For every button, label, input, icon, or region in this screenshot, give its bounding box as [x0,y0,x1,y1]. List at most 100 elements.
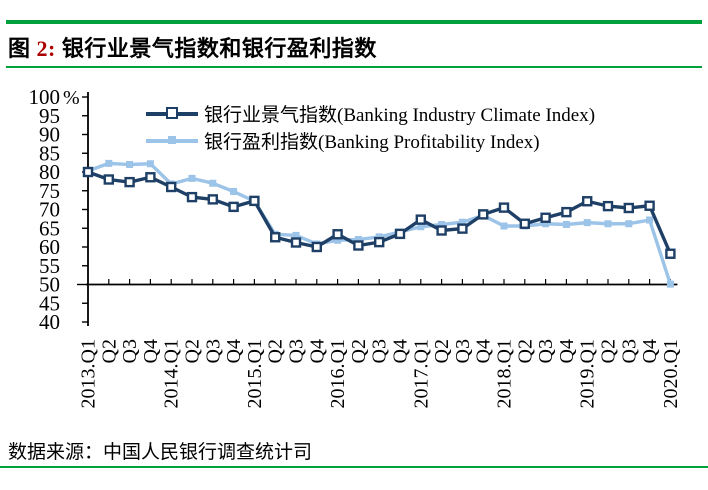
y-tick-label: 60 [39,235,60,259]
x-tick-label: 2017.Q1 [410,339,432,408]
climate-marker-icon [166,106,178,119]
profitability-marker [230,188,238,195]
x-tick-label: Q2 [265,339,287,363]
climate-marker [582,196,593,207]
x-tick-label: Q3 [535,339,557,363]
profitability-line-sample-icon [146,131,198,151]
climate-marker [103,174,115,185]
climate-line-sample-icon [146,104,198,124]
x-tick-label: Q2 [431,339,453,363]
climate-marker [415,214,426,225]
figure-title-number: 2: [36,36,56,61]
legend-label-profitability: 银行盈利指数(Banking Profitability Index) [204,132,540,153]
y-tick-label: 80 [39,160,60,184]
climate-marker [540,212,551,223]
climate-marker [457,223,468,234]
profitability-marker [292,231,300,239]
x-tick-label: Q3 [369,339,391,363]
top-green-rule [6,20,702,24]
climate-marker [374,236,385,248]
data-source-note: 数据来源：中国人民银行调查统计司 [8,442,313,463]
profitability-marker [209,179,217,187]
climate-marker [311,241,322,253]
x-tick-label: 2016.Q1 [327,339,349,408]
climate-marker [498,202,510,213]
y-tick-label: 65 [39,216,60,240]
x-tick-label: 2018.Q1 [494,339,516,408]
climate-marker [561,206,572,218]
profitability-marker [625,220,633,228]
x-tick-label: 2019.Q1 [577,339,599,408]
profitability-marker [146,160,154,168]
x-axis: 2013.Q1Q2Q3Q42014.Q1Q2Q3Q42015.Q1Q2Q3Q42… [78,279,682,408]
climate-marker [353,240,364,251]
climate-marker [145,172,156,183]
series-climate [82,166,676,259]
climate-marker [623,202,634,214]
x-tick-label: Q3 [618,339,640,363]
profitability-marker [500,222,508,230]
climate-marker [394,228,406,240]
x-tick-label: Q3 [452,339,474,363]
climate-marker [602,200,614,212]
x-tick-label: Q2 [182,339,204,363]
profitability-marker [354,236,362,243]
y-tick-label: 85 [39,141,60,165]
climate-marker [665,248,676,259]
climate-marker [165,181,177,193]
y-tick-label: 100 [29,85,61,109]
profitability-marker [105,159,113,167]
y-tick-label: 90 [39,123,60,147]
y-tick-label: 70 [39,198,60,222]
x-tick-label: Q4 [473,339,495,363]
profitability-marker [188,174,196,182]
profitability-marker [646,216,654,224]
profitability-marker [375,233,383,241]
x-tick-label: Q2 [348,339,370,363]
x-tick-label: Q4 [639,339,661,363]
profitability-marker [542,220,550,228]
profitability-marker [604,220,612,228]
bottom-green-rule [0,466,708,468]
climate-marker [478,209,489,220]
climate-marker [249,195,260,207]
chart-legend: 银行业景气指数(Banking Industry Climate Index) … [146,100,595,154]
x-tick-label: Q4 [390,339,412,363]
x-tick-label: Q3 [286,339,308,363]
y-tick-label: 55 [39,254,60,278]
y-tick-label: 45 [39,291,60,315]
climate-marker [290,237,302,248]
x-tick-label: Q2 [598,339,620,363]
profitability-marker [666,280,674,288]
climate-marker [332,229,343,240]
y-tick-label: 40 [39,310,60,334]
x-tick-label: Q2 [514,339,536,363]
profitability-marker [562,221,570,228]
x-tick-label: 2013.Q1 [78,339,100,408]
x-tick-label: Q4 [140,339,162,363]
figure-title-text: 银行业景气指数和银行盈利指数 [61,36,377,61]
profitability-marker [583,219,591,227]
profitability-marker [126,161,134,168]
climate-marker [519,218,530,229]
x-tick-label: Q4 [556,339,578,363]
climate-marker [270,232,281,243]
title-underline-rule [6,66,702,68]
climate-marker [436,225,447,236]
figure-title: 图 2: 银行业景气指数和银行盈利指数 [8,31,377,63]
x-tick-label: 2020.Q1 [660,339,682,408]
figure-title-prefix: 图 [8,36,31,61]
y-tick-label: 75 [39,179,60,203]
x-tick-label: Q2 [98,339,120,363]
climate-marker [82,166,94,178]
y-axis-unit-label: % [63,87,80,109]
x-tick-label: Q4 [223,339,245,363]
profitability-marker [334,236,342,244]
profitability-marker [458,218,466,226]
climate-marker [207,194,219,205]
profitability-line [87,161,673,285]
legend-item-profitability: 银行盈利指数(Banking Profitability Index) [146,127,595,154]
legend-item-climate: 银行业景气指数(Banking Industry Climate Index) [146,100,595,127]
